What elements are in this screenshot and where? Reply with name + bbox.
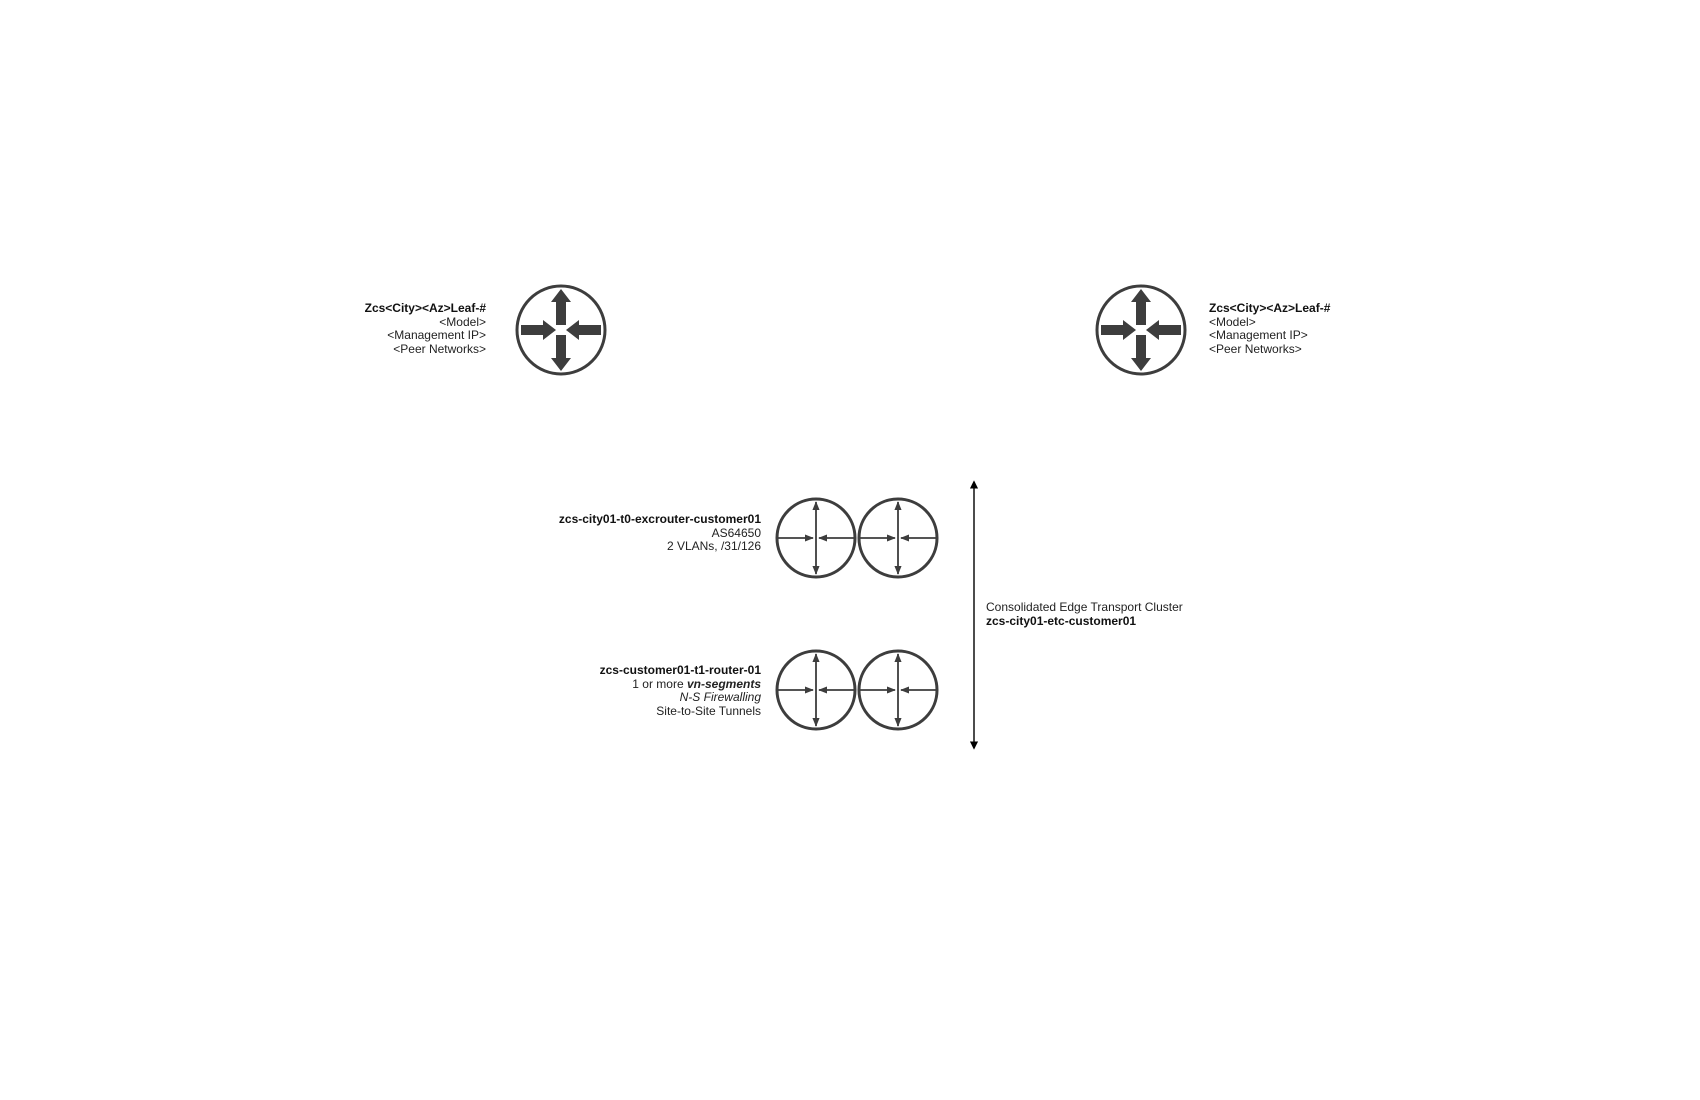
leaf-right-mgmt-ip: <Management IP> xyxy=(1209,328,1308,342)
t0-router-vlans: 2 VLANs, /31/126 xyxy=(666,539,761,553)
leaf-left-peer-networks: <Peer Networks> xyxy=(393,341,486,356)
t1-router-tunnels: Site-to-Site Tunnels xyxy=(656,703,761,718)
logical-router-icon xyxy=(775,649,857,731)
arrow-in-right-shape xyxy=(566,320,601,340)
t1-segments-prefix: 1 or more xyxy=(632,676,687,691)
t1-router-name: zcs-customer01-t1-router-01 xyxy=(599,663,761,677)
leaf-router-left xyxy=(515,284,607,376)
leaf-left-mgmt-ip: <Management IP> xyxy=(387,328,486,342)
t1-segments-em: vn-segments xyxy=(686,676,761,691)
arrow-up-shape xyxy=(551,289,571,325)
t0-router-name: zcs-city01-t0-excrouter-customer01 xyxy=(558,512,761,526)
leaf-right-label: Zcs<City><Az>Leaf-# <Model> <Management … xyxy=(1209,301,1331,356)
logical-router-icon xyxy=(775,497,857,579)
arrow-in-left-shape xyxy=(1101,320,1136,340)
t1-router-firewalling: N-S Firewalling xyxy=(679,690,761,704)
leaf-left-model: <Model> xyxy=(439,314,486,329)
arrow-in-left-shape xyxy=(521,320,556,340)
edge-cluster-label: Consolidated Edge Transport Cluster zcs-… xyxy=(986,600,1183,628)
t1-router-label: zcs-customer01-t1-router-01 1 or more vn… xyxy=(599,663,761,718)
arrow-down-shape xyxy=(1131,335,1151,371)
router-circle xyxy=(1095,284,1187,376)
t0-router-pair xyxy=(775,497,939,579)
leaf-right-model: <Model> xyxy=(1209,314,1256,329)
leaf-left-label: Zcs<City><Az>Leaf-# <Model> <Management … xyxy=(364,301,486,356)
leaf-right-peer-networks: <Peer Networks> xyxy=(1209,341,1302,356)
arrow-down-shape xyxy=(551,335,571,371)
t0-router-label: zcs-city01-t0-excrouter-customer01 AS646… xyxy=(558,512,761,554)
router-circle xyxy=(515,284,607,376)
logical-router-icon xyxy=(857,649,939,731)
leaf-router-right xyxy=(1095,284,1187,376)
edge-cluster-name: zcs-city01-etc-customer01 xyxy=(986,613,1137,628)
logical-router-icon xyxy=(857,497,939,579)
arrow-up-shape xyxy=(1131,289,1151,325)
edge-cluster-title: Consolidated Edge Transport Cluster xyxy=(986,600,1183,614)
t1-router-segments: 1 or more vn-segments xyxy=(600,676,761,692)
router-icon xyxy=(1095,284,1187,376)
arrow-in-right-shape xyxy=(1146,320,1181,340)
leaf-right-name: Zcs<City><Az>Leaf-# xyxy=(1209,301,1331,315)
t0-router-asn: AS64650 xyxy=(711,525,761,540)
leaf-left-name: Zcs<City><Az>Leaf-# xyxy=(364,301,486,315)
router-icon xyxy=(515,284,607,376)
t1-router-pair xyxy=(775,649,939,731)
